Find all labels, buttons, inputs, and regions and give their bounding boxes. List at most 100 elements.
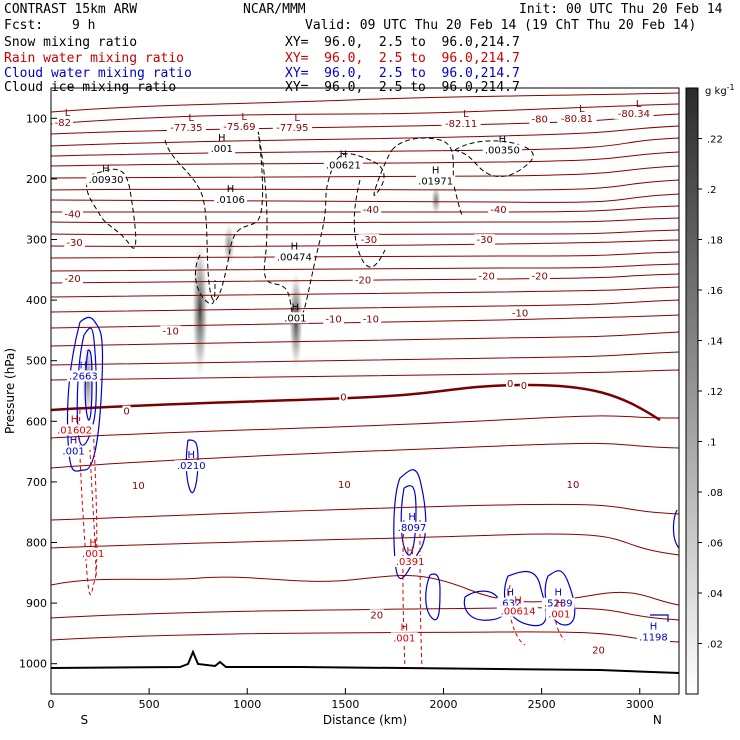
field-label-rain: Rain water mixing ratio [4,51,185,66]
temperature-contour-label-bg [339,391,348,403]
colorbar-tick-label: .2 [707,185,717,196]
temperature-contours [51,92,679,643]
low-value-label-bg [272,122,312,134]
temperature-contour-label: -10 [512,308,528,319]
temperature-contour-label-bg [476,270,497,282]
low-marker: L [65,108,71,119]
cloud-water-maximum-value-bg [541,597,575,609]
temperature-contour-label-bg [474,234,496,246]
x-tick-label: 1000 [233,698,261,711]
low-value-label-bg [441,117,481,129]
y-axis-label: Pressure (hPa) [3,348,17,434]
cloud-water-maximum-value-bg [66,370,100,382]
snow-maximum-value-bg [482,144,522,156]
rain-maximum-value: .0391 [396,557,425,568]
x-tick-label: 1500 [331,698,359,711]
snow-shading [431,185,441,215]
cloud-water-maximum-h-marker: H [188,450,196,461]
snow-maximum-value-bg [86,174,126,186]
low-marker: L [579,104,585,115]
rain-maximum-h-marker: H [556,599,564,610]
temperature-contour-label: -20 [531,271,547,282]
freezing-level-contour [51,383,661,422]
cloud-water-maximum-value: .5289 [544,599,573,610]
temperature-contour-label-bg [488,203,509,215]
colorbar-tick-label: .1 [707,438,717,449]
low-marker: L [463,109,469,120]
field-xy-rain: XY= 96.0, 2.5 to 96.0,214.7 [285,51,520,66]
rain-maximum-value-bg [498,605,538,617]
rain-maximum-h-marker: H [406,546,414,557]
colorbar-tick-label: .02 [707,640,723,651]
colorbar-tick-label: .18 [707,236,723,247]
cloud-water-maximum-value-bg [174,460,208,472]
low-value-label: -77.95 [276,123,308,134]
cloud-water-maximum-value: .1198 [639,633,668,644]
temperature-contour-label: 10 [338,480,351,491]
temperature-contour-label-bg [337,478,352,490]
rain-maximum-value-bg [54,424,95,436]
temperature-contour-label: -30 [361,235,377,246]
temperature-contour-label: -40 [363,205,379,216]
y-tick-label: 700 [26,476,47,489]
y-tick-label: 200 [26,173,47,186]
field-label-cloud-water: Cloud water mixing ratio [4,66,192,81]
snow-maximum-value: .01971 [418,176,453,187]
x-tick-label: 2500 [528,698,556,711]
forecast-hour: 9 h [72,18,96,33]
terrain-line [51,649,679,674]
temperature-contour-label: -20 [64,274,80,285]
colorbar-tick-label: .08 [707,488,723,499]
snow-maximum-h-marker: H [340,150,348,161]
temperature-contour-label-bg [509,307,531,319]
endpoint-left-label: S [81,713,89,727]
snow-maximum-h-marker: H [291,242,299,253]
temperature-contour-label: -40 [64,210,80,221]
cloud-water-maximum-value: .0210 [177,461,206,472]
cloud-water-maximum-value-bg [60,445,87,457]
temperature-contour-label-bg [529,113,550,125]
rain-maximum-value: .001 [82,549,104,560]
snow-maximum-value: .001 [284,313,306,324]
forecast-label: Fcst: [4,18,44,33]
cloud-water-maximum-value: .001 [62,447,84,458]
temperature-contour-label-bg [62,208,83,220]
init-time: Init: 00 UTC Thu 20 Feb 14 [519,2,723,17]
temperature-contour-label: 0 [521,381,527,392]
low-marker: L [241,112,247,123]
cloud-water-maximum-value: .8097 [398,523,427,534]
low-marker: L [294,113,300,124]
temperature-contour-label-bg [358,234,380,246]
rain-maximum-value-bg [545,608,573,620]
colorbar-unit: g kg-1 [705,83,735,97]
cloud-water-maximum-h-marker: H [506,588,514,599]
rain-maximum-value: .001 [548,610,570,621]
temperature-contour-label-bg [122,405,131,417]
low-value-label: -82 [55,118,71,129]
snow-maximum-value-bg [416,175,456,187]
low-value-label-bg [52,117,74,129]
low-value-label-bg [219,120,259,132]
y-tick-label: 900 [26,597,47,610]
rain-contours [78,409,566,669]
y-tick-label: 300 [26,234,47,247]
x-tick-label: 2000 [430,698,458,711]
temperature-contour-label: -10 [163,327,179,338]
snow-maximum-h-marker: H [292,302,300,313]
temperature-contour-label-bg [360,203,382,215]
low-marker: L [188,113,194,124]
snow-maximum-h-marker: H [227,184,235,195]
snow-maximum-value: .00474 [277,253,312,264]
rain-maximum-h-marker: H [400,622,408,633]
colorbar-tick-label: .04 [707,589,723,600]
valid-time: Valid: 09 UTC Thu 20 Feb 14 (19 ChT Thu … [305,18,697,33]
snow-contours [86,129,534,322]
y-tick-label: 500 [26,355,47,368]
low-value-label-bg [557,112,597,124]
cloud-water-maximum-h-marker: H [80,360,88,371]
rain-maximum-value-bg [390,632,418,644]
cloud-water-maximum-h-marker: H [555,588,563,599]
snow-maximum-value: .001 [211,144,233,155]
temperature-contour-label: 10 [567,480,580,491]
rain-maximum-h-marker: H [89,538,97,549]
